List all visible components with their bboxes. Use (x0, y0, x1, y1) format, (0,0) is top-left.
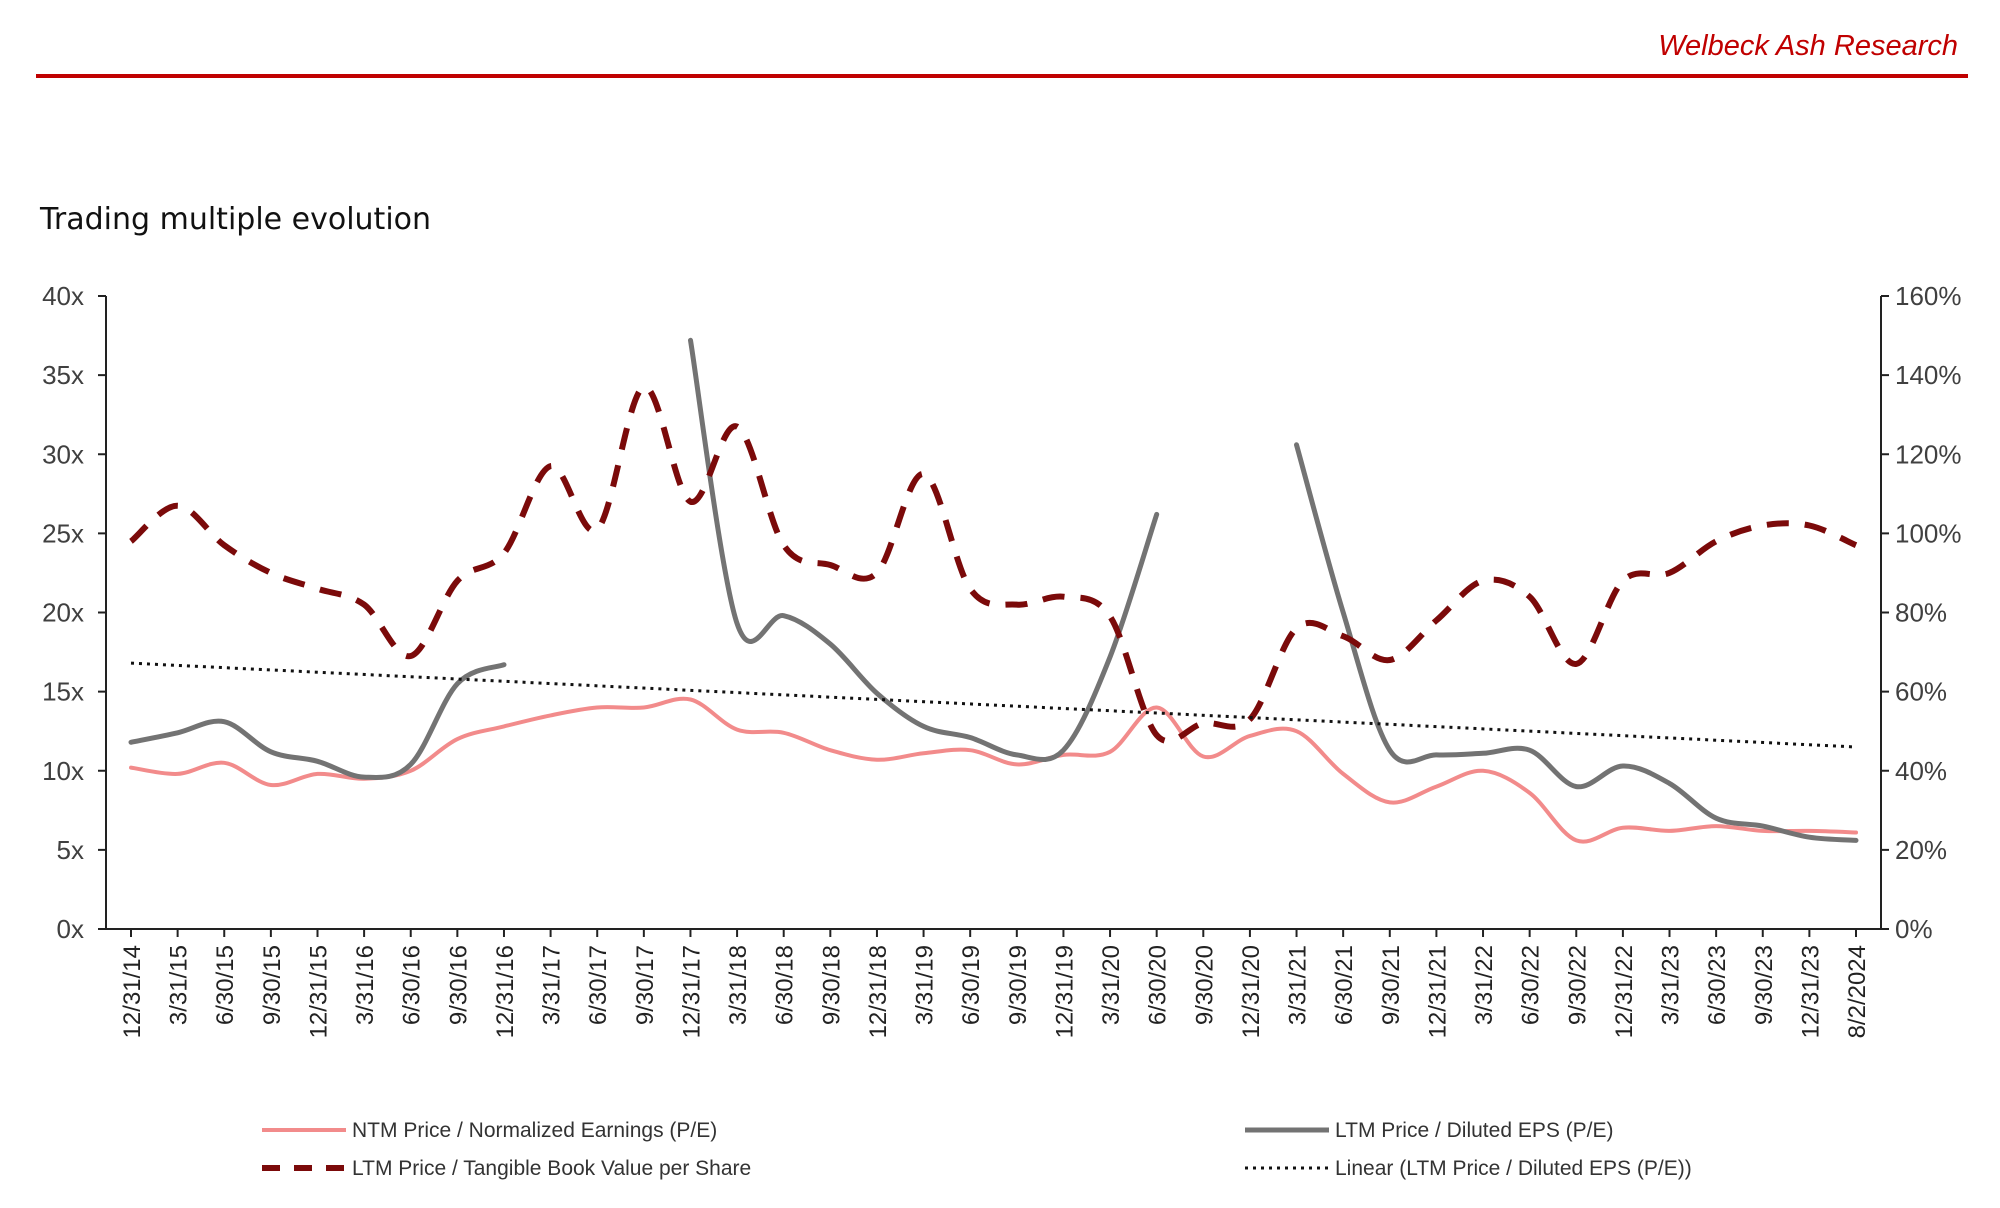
x-tick-label: 6/30/19 (958, 945, 985, 1025)
legend-label: NTM Price / Normalized Earnings (P/E) (352, 1119, 717, 1142)
x-tick-label: 6/30/18 (772, 945, 799, 1025)
y-right-tick-label: 20% (1895, 835, 1947, 865)
legend-label: Linear (LTM Price / Diluted EPS (P/E)) (1335, 1157, 1692, 1180)
y-left-tick-label: 25x (42, 518, 84, 548)
chart-axes: 0x 5x 10x 15x 20x 25x 30x 35x 40x 0% 20% 40% 60% 80% 1… (42, 281, 1961, 1038)
x-tick-label: 9/30/22 (1564, 945, 1591, 1025)
y-left-tick-label: 30x (42, 439, 84, 469)
x-tick-label: 12/31/18 (865, 945, 892, 1038)
chart-title: Trading multiple evolution (40, 202, 432, 237)
series-linear-trend-line (130, 661, 1857, 749)
y-right-tick-label: 140% (1895, 360, 1962, 390)
y-left-tick-label: 40x (42, 281, 84, 311)
x-tick-label: 6/30/15 (212, 945, 239, 1025)
x-tick-label: 12/31/23 (1797, 945, 1824, 1038)
x-tick-label: 3/31/22 (1471, 945, 1498, 1025)
series-ltm-eps-line (688, 337, 1160, 762)
x-tick-label: 9/30/23 (1751, 945, 1778, 1025)
x-tick-label: 3/31/20 (1098, 945, 1125, 1025)
chart-legend: NTM Price / Normalized Earnings (P/E) LTM… (262, 1119, 1692, 1180)
x-tick-label: 6/30/16 (399, 945, 426, 1025)
x-tick-label: 6/30/23 (1704, 945, 1731, 1025)
x-tick-label: 3/31/23 (1658, 945, 1685, 1025)
series-tbv-line (129, 384, 1858, 745)
y-right-tick-label: 80% (1895, 598, 1947, 628)
y-right-tick-label: 40% (1895, 756, 1947, 786)
x-tick-label: 9/30/16 (445, 945, 472, 1025)
x-tick-label: 9/30/21 (1378, 945, 1405, 1025)
x-tick-label: 12/31/17 (678, 945, 705, 1038)
y-left-tick-label: 0x (57, 914, 84, 944)
x-tick-label: 3/31/19 (912, 945, 939, 1025)
x-tick-label: 12/31/20 (1238, 945, 1265, 1038)
x-tick-label: 8/2/2024 (1844, 945, 1871, 1038)
x-tick-label: 9/30/19 (1005, 945, 1032, 1025)
y-right-tick-label: 0% (1895, 914, 1933, 944)
x-tick-label: 3/31/17 (539, 945, 566, 1025)
series-ntm-pe-line (129, 696, 1858, 844)
y-right-tick-label: 100% (1895, 518, 1962, 548)
x-tick-label: 9/30/20 (1191, 945, 1218, 1025)
x-tick-label: 12/31/22 (1611, 945, 1638, 1038)
series-ltm-eps-line (128, 662, 507, 781)
x-tick-label: 12/31/15 (305, 945, 332, 1038)
x-tick-label: 12/31/14 (119, 945, 146, 1038)
x-tick-label: 6/30/22 (1518, 945, 1545, 1025)
x-tick-label: 3/31/15 (166, 945, 193, 1025)
header-rule (36, 74, 1968, 78)
legend-label: LTM Price / Tangible Book Value per Shar… (352, 1157, 751, 1180)
x-tick-label: 12/31/21 (1424, 945, 1451, 1038)
y-right-tick-label: 60% (1895, 677, 1947, 707)
x-tick-label: 9/30/15 (259, 945, 286, 1025)
y-right-tick-label: 160% (1895, 281, 1962, 311)
x-tick-label: 3/31/16 (352, 945, 379, 1025)
brand-name: Welbeck Ash Research (1658, 30, 1958, 62)
chart-series (128, 337, 1859, 844)
y-left-tick-label: 10x (42, 756, 84, 786)
x-tick-label: 9/30/17 (632, 945, 659, 1025)
y-left-tick-label: 20x (42, 598, 84, 628)
x-tick-label: 3/31/21 (1285, 945, 1312, 1025)
y-left-tick-label: 15x (42, 677, 84, 707)
x-tick-label: 6/30/21 (1331, 945, 1358, 1025)
y-left-tick-label: 5x (57, 835, 84, 865)
y-right-tick-label: 120% (1895, 439, 1962, 469)
x-tick-label: 6/30/20 (1145, 945, 1172, 1025)
x-tick-label: 6/30/17 (585, 945, 612, 1025)
legend-label: LTM Price / Diluted EPS (P/E) (1335, 1119, 1614, 1142)
y-left-tick-label: 35x (42, 360, 84, 390)
series-ltm-eps-line (1294, 442, 1859, 843)
x-tick-label: 3/31/18 (725, 945, 752, 1025)
x-tick-label: 12/31/16 (492, 945, 519, 1038)
x-tick-label: 12/31/19 (1051, 945, 1078, 1038)
x-tick-label: 9/30/18 (818, 945, 845, 1025)
